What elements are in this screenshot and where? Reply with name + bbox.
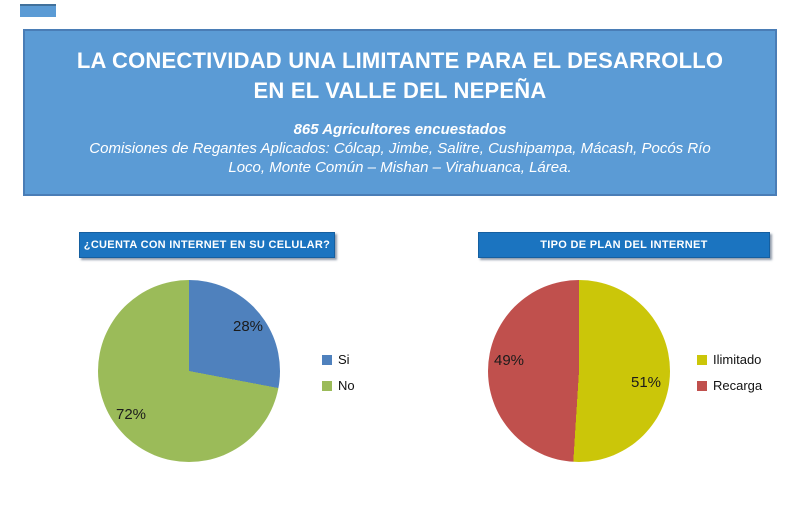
pie-chart-internet-celular xyxy=(98,280,280,462)
legend-label-recarga: Recarga xyxy=(713,378,763,393)
legend-internet-celular: Si No xyxy=(322,352,355,393)
header-box: LA CONECTIVIDAD UNA LIMITANTE PARA EL DE… xyxy=(23,29,777,196)
legend-item-ilimitado: Ilimitado xyxy=(697,352,762,367)
legend-swatch-si-icon xyxy=(322,354,332,365)
corner-decoration-rect xyxy=(20,4,56,17)
legend-swatch-ilimitado-icon xyxy=(697,354,707,365)
commissions-line1: Comisiones de Regantes Aplicados: Cólcap… xyxy=(89,140,711,157)
commissions-line2: Loco, Monte Común – Mishan – Virahuanca,… xyxy=(228,159,572,176)
legend-swatch-no-icon xyxy=(322,380,332,391)
legend-item-no: No xyxy=(322,378,355,393)
page-title: LA CONECTIVIDAD UNA LIMITANTE PARA EL DE… xyxy=(25,46,775,106)
data-label-ilimitado: 51% xyxy=(631,374,662,391)
data-label-no: 72% xyxy=(116,406,147,423)
legend-label-si: Si xyxy=(338,352,350,367)
page-title-line2: EN EL VALLE DEL NEPEÑA xyxy=(253,78,547,103)
legend-item-si: Si xyxy=(322,352,355,367)
chart-title-label: TIPO DE PLAN DEL INTERNET xyxy=(540,239,708,251)
respondents-count-line: 865 Agricultores encuestados xyxy=(293,121,507,138)
legend-swatch-recarga-icon xyxy=(697,380,707,391)
legend-label-no: No xyxy=(338,378,355,393)
pie-chart-tipo-plan xyxy=(488,280,670,462)
header-subtitle: 865 Agricultores encuestados Comisiones … xyxy=(25,120,775,177)
legend-label-ilimitado: Ilimitado xyxy=(713,352,762,367)
chart-title-tipo-plan: TIPO DE PLAN DEL INTERNET xyxy=(478,232,770,258)
legend-item-recarga: Recarga xyxy=(697,378,762,393)
legend-tipo-plan: Ilimitado Recarga xyxy=(697,352,762,393)
page-title-line1: LA CONECTIVIDAD UNA LIMITANTE PARA EL DE… xyxy=(76,48,724,73)
data-label-si: 28% xyxy=(233,318,264,335)
chart-title-internet-celular: ¿CUENTA CON INTERNET EN SU CELULAR? xyxy=(79,232,335,258)
chart-title-label: ¿CUENTA CON INTERNET EN SU CELULAR? xyxy=(83,239,331,251)
data-label-recarga: 49% xyxy=(494,352,525,369)
